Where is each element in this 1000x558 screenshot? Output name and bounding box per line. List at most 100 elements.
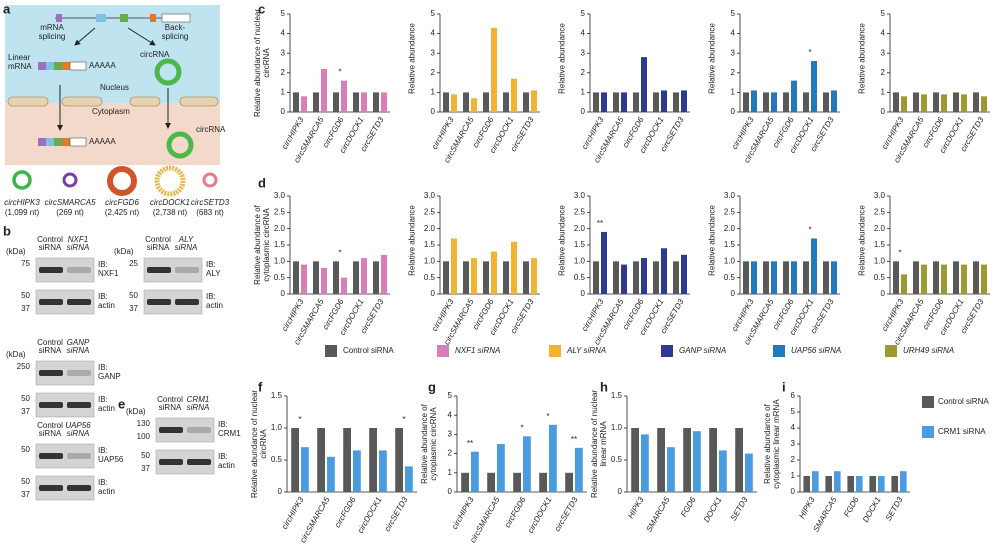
y-axis-label: Relative abundance (707, 205, 717, 276)
y-tick-label: 3.0 (424, 191, 436, 200)
y-tick-label: 1.5 (271, 391, 283, 400)
y-tick-label: 0 (448, 487, 453, 496)
kda-marker: 37 (129, 304, 138, 313)
significance: * (338, 248, 341, 257)
bar (353, 261, 359, 294)
lane-label: Control (145, 235, 171, 244)
lane-label: GANP (67, 338, 90, 347)
band (67, 485, 91, 491)
y-tick-label: 1.0 (271, 423, 283, 432)
bar (791, 261, 797, 294)
ib-label: IB: (218, 452, 228, 461)
band (187, 459, 211, 465)
y-tick-label: 0 (581, 289, 586, 298)
bar (353, 92, 359, 112)
y-axis-label: Relative abundance of cytoplasmic circRN… (420, 404, 438, 484)
y-tick-label: 0 (791, 487, 796, 496)
bar (327, 456, 335, 492)
legend-label: Control siRNA (343, 346, 394, 355)
bar (847, 476, 854, 492)
y-tick-label: 1.0 (611, 423, 623, 432)
bar (531, 258, 537, 294)
ib-label: ALY (206, 269, 221, 278)
bar (961, 264, 967, 294)
y-tick-label: 0 (731, 289, 736, 298)
lane-label: Control (37, 421, 63, 430)
kda-marker: 37 (21, 304, 30, 313)
bar (783, 92, 789, 112)
kda-marker: 37 (21, 407, 30, 416)
y-tick-label: 0 (278, 487, 283, 496)
bar (513, 472, 521, 492)
kda-label: (kDa) (114, 247, 134, 256)
circ-length: (1,099 nt) (5, 208, 40, 217)
ib-label: IB: (98, 363, 108, 372)
legend-label: URH49 siRNA (903, 346, 954, 355)
legend-label: UAP56 siRNA (791, 346, 841, 355)
y-tick-label: 2.0 (874, 224, 886, 233)
x-tick-label: circHIPK3 (450, 495, 476, 531)
bar (771, 92, 777, 112)
legend-swatch (437, 345, 449, 357)
bar (443, 261, 449, 294)
lane-label: siRNA (39, 243, 62, 252)
y-axis-label: Relative abundance (407, 205, 417, 276)
y-tick-label: 2 (281, 68, 286, 77)
y-tick-label: 5 (731, 9, 736, 18)
y-tick-label: 2.5 (424, 207, 436, 216)
y-tick-label: 0 (731, 107, 736, 116)
bar (735, 428, 743, 492)
bar (831, 261, 837, 294)
kda-marker: 130 (137, 419, 151, 428)
y-tick-label: 3 (791, 439, 796, 448)
y-tick-label: 4 (448, 410, 453, 419)
band (67, 453, 91, 459)
significance: * (338, 68, 341, 77)
y-tick-label: 0.5 (574, 273, 586, 282)
legend-swatch (773, 345, 785, 357)
panel-label: d (258, 175, 266, 190)
ib-label: IB: (98, 395, 108, 404)
y-tick-label: 1.5 (724, 240, 736, 249)
y-tick-label: 1 (581, 88, 586, 97)
y-axis-label: Relative abundance of nuclear circRNA (250, 389, 268, 499)
significance: * (546, 412, 549, 421)
x-tick-label: circSETD3 (383, 495, 410, 533)
band (39, 370, 63, 376)
x-tick-label: circSETD3 (553, 495, 580, 533)
ib-label: CRM1 (218, 429, 241, 438)
kda-marker: 50 (141, 451, 150, 460)
y-axis-label: Relative abundance (707, 23, 717, 94)
bar (369, 428, 377, 492)
y-tick-label: 2 (731, 68, 736, 77)
bar (673, 261, 679, 294)
y-tick-label: 1.5 (424, 240, 436, 249)
y-tick-label: 4 (791, 423, 796, 432)
back-splicing: Back- (165, 23, 186, 32)
band (39, 402, 63, 408)
bar (633, 92, 639, 112)
band (39, 485, 63, 491)
bar (313, 261, 319, 294)
bar (803, 261, 809, 294)
kda-marker: 50 (21, 291, 30, 300)
y-tick-label: 5 (881, 9, 886, 18)
y-tick-label: 1.0 (574, 256, 586, 265)
bar (743, 261, 749, 294)
bar (661, 90, 667, 112)
bar (783, 261, 789, 294)
bar (913, 261, 919, 294)
significance: * (402, 415, 405, 424)
y-tick-label: 3.0 (274, 191, 286, 200)
bar (941, 264, 947, 294)
x-tick-label: HIPK3 (797, 495, 817, 520)
bar (443, 92, 449, 112)
band (187, 427, 211, 433)
bar (812, 471, 819, 492)
y-tick-label: 0.5 (274, 273, 286, 282)
x-tick-label: SMARCA5 (644, 495, 671, 533)
legend-swatch (885, 345, 897, 357)
lane-label: UAP56 (65, 421, 91, 430)
band (67, 402, 91, 408)
x-tick-label: circDOCK1 (356, 496, 384, 535)
